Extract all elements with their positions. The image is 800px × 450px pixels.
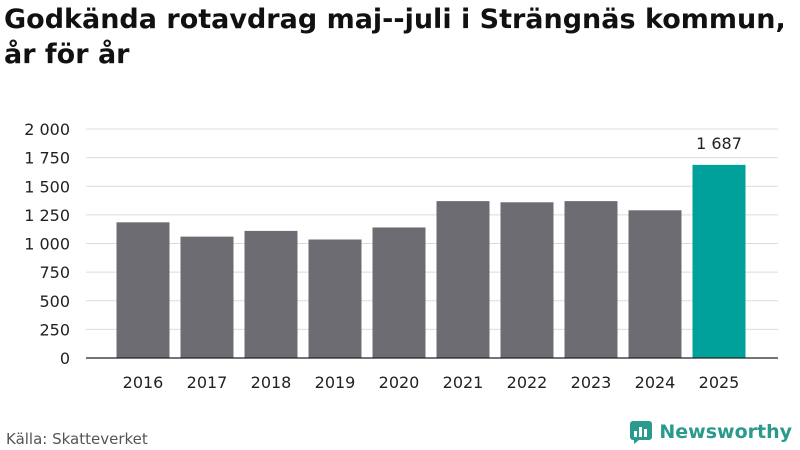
y-tick-label: 1 250	[24, 206, 70, 225]
x-tick-label: 2024	[635, 373, 676, 392]
bar-2024	[628, 210, 682, 358]
data-label: 1 687	[696, 134, 742, 153]
x-tick-label: 2019	[315, 373, 356, 392]
x-tick-label: 2016	[123, 373, 164, 392]
chart-title: Godkända rotavdrag maj--juli i Strängnäs…	[4, 4, 786, 70]
x-tick-label: 2017	[187, 373, 228, 392]
data-labels: 1 687	[696, 134, 742, 153]
y-axis-ticks: 0 250 500 750 1 000 1 250 1 500 1 750 2 000	[24, 120, 70, 368]
y-tick-label: 1 500	[24, 177, 70, 196]
y-tick-label: 250	[39, 320, 70, 339]
y-tick-label: 500	[39, 292, 70, 311]
x-axis-ticks: 2016 2017 2018 2019 2020 2021 2022 2023 2024 2025	[123, 373, 740, 392]
x-tick-label: 2022	[507, 373, 548, 392]
x-tick-label: 2025	[699, 373, 740, 392]
x-tick-label: 2023	[571, 373, 612, 392]
y-tick-label: 1 750	[24, 149, 70, 168]
y-tick-label: 1 000	[24, 235, 70, 254]
newsworthy-logo-icon	[630, 421, 653, 444]
y-tick-label: 2 000	[24, 120, 70, 139]
bars	[116, 164, 746, 358]
bar-2023	[564, 201, 618, 358]
bar-2018	[244, 230, 298, 358]
bar-2016	[116, 222, 170, 358]
brand: Newsworthy	[629, 420, 792, 444]
bar-2022	[500, 202, 554, 358]
bar-2021	[436, 201, 490, 358]
brand-name: Newsworthy	[659, 421, 792, 443]
bar-2017	[180, 236, 234, 358]
y-tick-label: 0	[60, 349, 70, 368]
source-note: Källa: Skatteverket	[6, 430, 148, 448]
y-tick-label: 750	[39, 263, 70, 282]
x-tick-label: 2021	[443, 373, 484, 392]
x-tick-label: 2018	[251, 373, 292, 392]
bar-2020	[372, 227, 426, 358]
bar-2019	[308, 239, 362, 358]
bar-2025	[692, 164, 746, 358]
x-tick-label: 2020	[379, 373, 420, 392]
